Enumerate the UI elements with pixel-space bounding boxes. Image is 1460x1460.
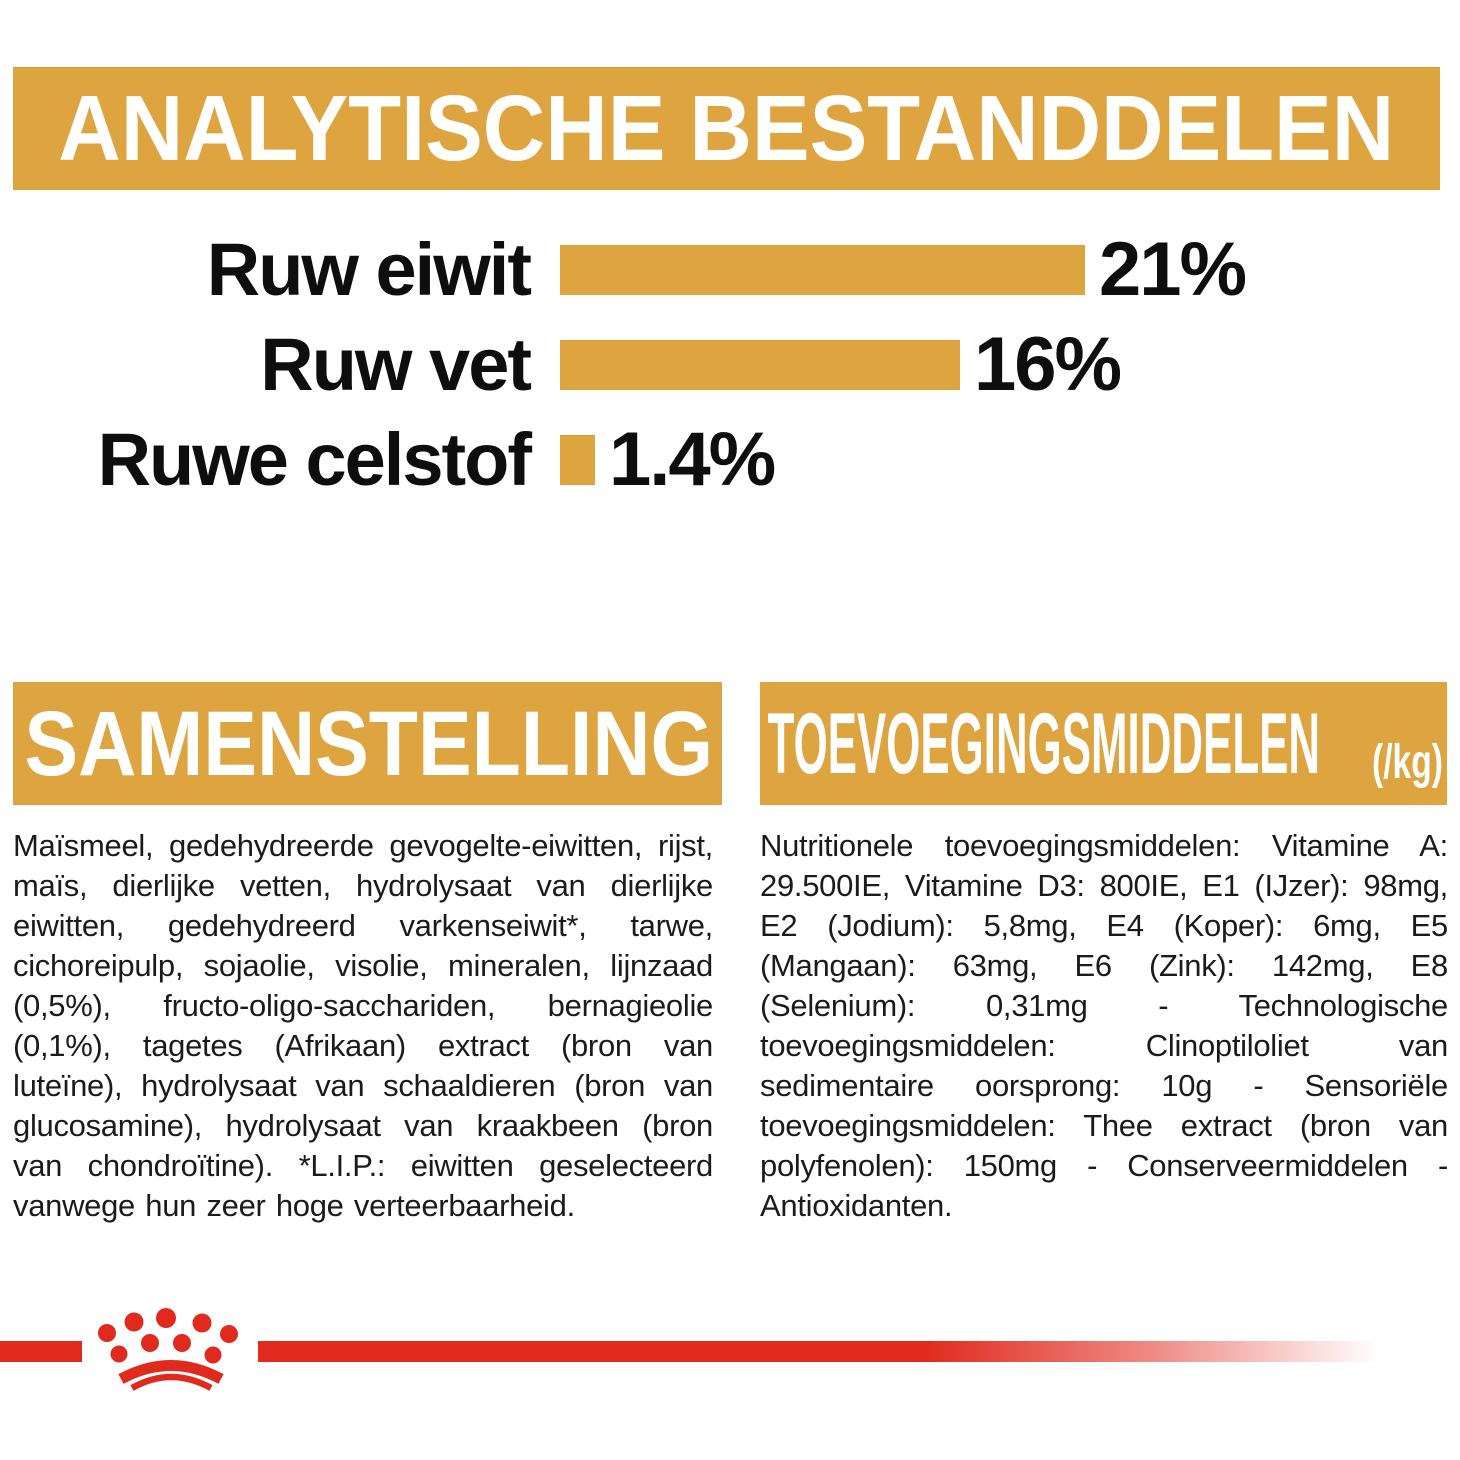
samenstelling-header: SAMENSTELLING — [13, 682, 722, 805]
toevoegingsmiddelen-unit: (/kg) — [1372, 736, 1443, 789]
chart-row: Ruwe celstof 1.4% — [0, 422, 1460, 498]
toevoegingsmiddelen-header: TOEVOEGINGSMIDDELEN (/kg) — [760, 682, 1447, 805]
footer-stripe-left — [0, 1341, 82, 1362]
royal-canin-crown-icon — [98, 1308, 238, 1391]
chart-bar — [560, 340, 960, 390]
chart-value-label: 16% — [974, 322, 1122, 407]
chart-bar — [560, 245, 1085, 295]
chart-row: Ruw vet 16% — [0, 327, 1460, 403]
footer-stripe-right — [258, 1341, 1403, 1362]
toevoegingsmiddelen-title: TOEVOEGINGSMIDDELEN — [767, 695, 1321, 792]
chart-category-label: Ruw eiwit — [206, 228, 532, 311]
samenstelling-title: SAMENSTELLING — [24, 692, 714, 795]
samenstelling-body: Maïsmeel, gedehydreerde gevogelte-eiwitt… — [13, 828, 713, 1223]
analytics-chart: Ruw eiwit 21% Ruw vet 16% Ruwe celstof 1.4% — [0, 232, 1460, 530]
chart-row: Ruw eiwit 21% — [0, 232, 1460, 308]
chart-value-label: 21% — [1099, 227, 1247, 312]
chart-category-label: Ruwe celstof — [97, 418, 532, 501]
chart-category-label: Ruw vet — [260, 323, 532, 406]
chart-value-label: 1.4% — [609, 417, 776, 502]
toevoegingsmiddelen-body: Nutritionele toevoegingsmiddelen: Vitami… — [760, 828, 1448, 1223]
analytics-title: ANALYTISCHE BESTANDDELEN — [58, 76, 1395, 180]
analytics-banner: ANALYTISCHE BESTANDDELEN — [13, 67, 1440, 190]
chart-bar — [560, 435, 595, 485]
